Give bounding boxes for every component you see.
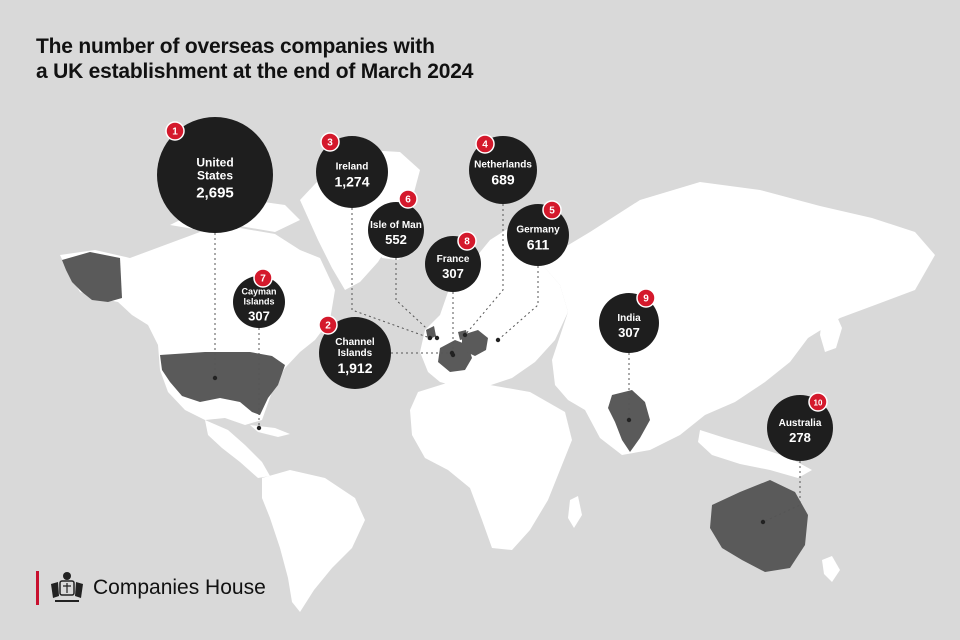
rank-number-australia: 10 xyxy=(814,399,823,408)
location-dot-france xyxy=(450,352,456,358)
south-america-landmass xyxy=(262,470,365,612)
rank-badge-india: 9 xyxy=(636,288,656,308)
rank-badge-france: 8 xyxy=(457,231,477,251)
country-value-channel-islands: 1,912 xyxy=(337,360,372,376)
country-value-australia: 278 xyxy=(789,430,811,445)
japan-landmass xyxy=(820,312,842,352)
country-value-germany: 611 xyxy=(527,237,550,253)
rank-badge-netherlands: 4 xyxy=(475,134,495,154)
rank-number-channel-islands: 2 xyxy=(325,321,331,332)
country-name-netherlands: Netherlands xyxy=(474,160,532,171)
leader-line-isle-of-man xyxy=(395,258,438,339)
country-value-netherlands: 689 xyxy=(491,172,515,188)
country-value-cayman-islands: 307 xyxy=(248,309,270,324)
country-name-channel-islands: Islands xyxy=(338,348,373,359)
rank-number-united-states: 1 xyxy=(172,127,178,138)
country-value-united-states: 2,695 xyxy=(196,185,234,202)
bubble-circle-cayman-islands xyxy=(233,276,285,328)
bubble-circle-united-states xyxy=(157,117,273,233)
country-name-united-states: United xyxy=(196,156,233,170)
bubble-circle-india xyxy=(599,293,659,353)
australia-shape xyxy=(710,480,808,572)
rank-number-isle-of-man: 6 xyxy=(405,195,411,206)
rank-badge-channel-islands: 2 xyxy=(318,315,338,335)
location-dot-india xyxy=(626,417,632,423)
rank-number-india: 9 xyxy=(643,294,649,305)
country-name-australia: Australia xyxy=(779,418,822,429)
bubble-circle-channel-islands xyxy=(319,317,391,389)
location-dot-united-states xyxy=(212,375,218,381)
asia-landmass xyxy=(540,182,935,455)
country-value-ireland: 1,274 xyxy=(334,174,369,190)
rank-badge-australia: 10 xyxy=(808,392,828,412)
bubble-circle-isle-of-man xyxy=(368,202,424,258)
rank-badge-isle-of-man: 6 xyxy=(398,189,418,209)
country-bubbles: UnitedStates2,6951ChannelIslands1,9122Ir… xyxy=(157,117,833,461)
rank-badge-ireland: 3 xyxy=(320,132,340,152)
location-dot-ireland xyxy=(427,335,433,341)
location-dot-netherlands xyxy=(462,332,468,338)
leader-line-netherlands xyxy=(464,204,504,336)
country-name-ireland: Ireland xyxy=(336,162,369,173)
location-dots xyxy=(212,332,766,525)
new-zealand-landmass xyxy=(822,556,840,582)
rank-number-ireland: 3 xyxy=(327,138,333,149)
companies-house-logo: Companies House xyxy=(36,570,266,606)
country-name-isle-of-man: Isle of Man xyxy=(370,220,422,231)
southeast-asia-islands xyxy=(698,430,812,478)
rank-number-cayman-islands: 7 xyxy=(260,274,266,285)
location-dot-cayman-islands xyxy=(256,425,262,431)
rank-number-germany: 5 xyxy=(549,206,555,217)
alaska-shape xyxy=(62,252,122,302)
madagascar-landmass xyxy=(568,496,582,528)
bubble-circle-ireland xyxy=(316,136,388,208)
rank-badge-united-states: 1 xyxy=(165,121,185,141)
rank-badge-germany: 5 xyxy=(542,200,562,220)
country-value-france: 307 xyxy=(442,266,464,281)
country-name-united-states: States xyxy=(197,169,233,183)
location-dot-isle-of-man xyxy=(434,335,440,341)
caribbean-islands xyxy=(250,425,290,437)
title-line-1: The number of overseas companies with xyxy=(36,35,435,58)
location-dot-germany xyxy=(495,337,501,343)
country-name-cayman-islands: Cayman xyxy=(241,287,276,297)
leader-line-australia xyxy=(762,461,801,523)
leader-lines xyxy=(214,204,801,523)
rank-number-netherlands: 4 xyxy=(482,140,488,151)
country-name-germany: Germany xyxy=(516,225,560,236)
country-value-india: 307 xyxy=(618,325,640,340)
africa-landmass xyxy=(410,382,572,550)
leader-line-ireland xyxy=(351,208,431,339)
country-name-cayman-islands: Islands xyxy=(243,297,274,307)
central-america-landmass xyxy=(205,420,270,478)
brand-name: Companies House xyxy=(93,576,266,599)
rank-number-france: 8 xyxy=(464,237,470,248)
country-value-isle-of-man: 552 xyxy=(385,232,407,247)
logo-red-bar xyxy=(36,571,39,605)
rank-badge-cayman-islands: 7 xyxy=(253,268,273,288)
location-dot-australia xyxy=(760,519,766,525)
title-line-2: a UK establishment at the end of March 2… xyxy=(36,60,474,83)
usa-shape xyxy=(160,352,285,415)
germany-shape xyxy=(462,330,488,356)
country-name-india: India xyxy=(617,313,641,324)
map-title: The number of overseas companies with a … xyxy=(36,34,473,84)
royal-coat-of-arms-icon xyxy=(51,572,83,602)
country-name-channel-islands: Channel xyxy=(335,337,375,348)
country-name-france: France xyxy=(437,254,470,265)
